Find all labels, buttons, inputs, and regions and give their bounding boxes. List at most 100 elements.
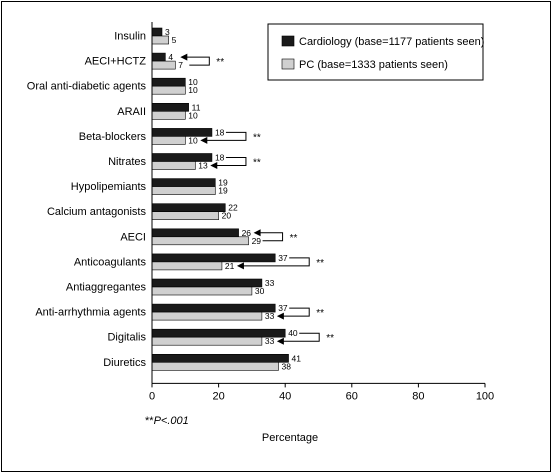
bar-pc <box>151 136 186 145</box>
category-label: Anti-arrhythmia agents <box>35 307 146 319</box>
footnote-text: P<.001 <box>154 415 189 427</box>
legend-box <box>267 23 484 81</box>
bar-cardiology <box>151 103 189 112</box>
significance-bracket <box>206 131 247 141</box>
category-label: ARAII <box>117 106 146 118</box>
significance-arrowhead <box>276 312 284 320</box>
bar-cardiology <box>151 128 213 137</box>
value-label-pc: 10 <box>188 85 198 95</box>
value-label-pc: 21 <box>225 261 235 271</box>
bar-pc <box>151 311 263 321</box>
value-label-pc: 30 <box>255 286 265 296</box>
significance-arrowhead <box>180 53 188 61</box>
value-label-pc: 29 <box>252 236 262 246</box>
bar-pc <box>151 111 186 120</box>
category-label: AECI <box>120 231 146 243</box>
category-label: Calcium antagonists <box>47 206 147 218</box>
value-label-pc: 7 <box>178 60 183 70</box>
significance-marker: ** <box>326 333 334 344</box>
bar-pc <box>151 361 279 371</box>
significance-marker: ** <box>290 233 298 244</box>
bar-pc <box>151 60 176 70</box>
bar-cardiology <box>151 178 216 187</box>
footnote-stars: ** <box>145 415 154 427</box>
value-label-cardiology: 40 <box>288 328 298 338</box>
value-label-cardiology: 3 <box>165 27 170 37</box>
bar-cardiology <box>151 27 163 37</box>
significance-arrowhead <box>276 337 284 345</box>
bar-cardiology <box>151 52 166 62</box>
significance-marker: ** <box>253 132 261 143</box>
value-label-cardiology: 4 <box>168 52 173 62</box>
value-label-cardiology: 33 <box>265 278 275 288</box>
category-label: Antiaggregantes <box>66 282 147 294</box>
bar-pc <box>151 161 196 170</box>
significance-bracket <box>216 157 247 166</box>
category-labels-layer: Insulin AECI+HCTZ Oral anti-diabetic agent… <box>27 31 147 369</box>
bar-cardiology <box>151 77 186 87</box>
value-label-cardiology: 10 <box>188 77 198 87</box>
category-label: Nitrates <box>108 156 146 168</box>
bar-cardiology <box>151 278 263 288</box>
significance-arrowhead <box>236 262 244 270</box>
bar-cardiology <box>151 353 289 363</box>
significance-arrowhead <box>253 229 261 237</box>
legend-label-cardiology: Cardiology (base=1177 patients seen) <box>299 36 484 48</box>
significance-marker: ** <box>316 258 324 269</box>
value-label-cardiology: 37 <box>278 253 288 263</box>
significance-bracket <box>282 332 320 342</box>
bar-cardiology <box>151 303 276 313</box>
significance-bracket <box>259 232 284 242</box>
legend: Cardiology (base=1177 patients seen) PC … <box>267 23 484 81</box>
x-tick-label: 60 <box>346 390 358 402</box>
legend-label-pc: PC (base=1333 patients seen) <box>299 59 448 71</box>
significance-bracket <box>242 257 310 267</box>
value-label-pc: 38 <box>282 361 292 371</box>
bar-pc <box>151 186 216 195</box>
significance-marker: ** <box>216 57 224 68</box>
value-label-cardiology: 26 <box>242 228 252 238</box>
value-label-pc: 10 <box>188 135 198 145</box>
value-label-pc: 5 <box>172 35 177 45</box>
value-label-cardiology: 18 <box>215 127 225 137</box>
value-label-pc: 10 <box>188 110 198 120</box>
value-label-pc: 13 <box>198 161 208 171</box>
value-labels-layer: 3547101011101810181319192220262937213330… <box>165 27 301 371</box>
category-label: Anticoagulants <box>74 256 147 268</box>
bar-cardiology <box>151 228 239 238</box>
significance-arrowhead <box>210 162 218 169</box>
category-label: Diuretics <box>103 357 146 369</box>
x-tick-label: 80 <box>412 390 424 402</box>
significance-layer: ** ** ** ** ** ** ** <box>180 53 334 345</box>
bar-pc <box>151 35 169 45</box>
category-label: Insulin <box>114 31 146 43</box>
value-label-pc: 33 <box>265 336 275 346</box>
bar-pc <box>151 85 186 95</box>
significance-bracket <box>282 307 310 317</box>
x-tick-label: 20 <box>212 390 224 402</box>
x-tick-label: 40 <box>279 390 291 402</box>
value-label-cardiology: 37 <box>278 303 288 313</box>
bar-cardiology <box>151 253 276 263</box>
value-label-cardiology: 19 <box>218 178 228 188</box>
category-label: AECI+HCTZ <box>85 56 147 68</box>
bar-pc <box>151 261 223 271</box>
bar-pc <box>151 236 249 246</box>
bar-pc <box>151 211 219 220</box>
x-tick-label: 100 <box>476 390 494 402</box>
footnote: **P<.001 <box>145 415 189 427</box>
value-label-cardiology: 22 <box>228 203 238 213</box>
value-label-pc: 19 <box>218 186 228 196</box>
value-label-cardiology: 11 <box>192 102 201 112</box>
significance-marker: ** <box>316 308 324 319</box>
category-label: Oral anti-diabetic agents <box>27 81 147 93</box>
value-label-cardiology: 41 <box>292 353 302 363</box>
x-axis-title: Percentage <box>262 432 318 444</box>
value-label-pc: 20 <box>222 211 232 221</box>
bar-pc <box>151 336 263 346</box>
significance-arrowhead <box>200 136 208 144</box>
value-label-cardiology: 18 <box>215 153 225 163</box>
legend-swatch-pc <box>281 58 295 70</box>
